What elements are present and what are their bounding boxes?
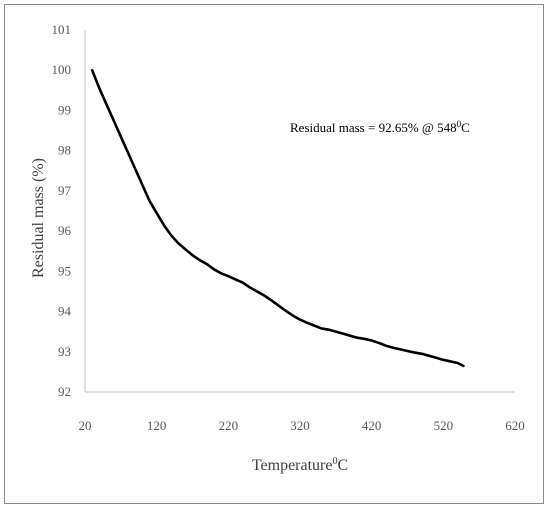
x-tick-label: 420 <box>362 418 382 433</box>
chart-frame <box>4 4 544 504</box>
x-tick-label: 620 <box>505 418 525 433</box>
x-tick-label: 20 <box>79 418 92 433</box>
y-tick-label: 100 <box>52 62 72 77</box>
x-tick-label: 520 <box>434 418 454 433</box>
x-axis-unit-c: C <box>337 457 348 474</box>
annotation-end: C <box>461 120 470 135</box>
y-axis-title: Residual mass (%) <box>30 158 47 278</box>
y-tick-label: 93 <box>58 344 71 359</box>
y-tick-label: 94 <box>58 304 72 319</box>
annotation-main: Residual mass = 92.65% @ 548 <box>290 120 457 135</box>
x-tick-label: 120 <box>147 418 167 433</box>
x-tick-label: 320 <box>290 418 310 433</box>
x-axis-title-text: Temperature <box>252 457 333 474</box>
x-tick-label: 220 <box>219 418 239 433</box>
y-tick-label: 92 <box>58 384 71 399</box>
y-tick-labels: 92 93 94 95 96 97 98 99 100 101 <box>52 22 72 399</box>
series-line <box>90 68 465 368</box>
annotation-sup: 0 <box>457 119 462 129</box>
y-tick-label: 95 <box>58 263 71 278</box>
y-tick-label: 97 <box>58 183 72 198</box>
y-tick-label: 98 <box>58 143 71 158</box>
y-tick-label: 96 <box>58 223 72 238</box>
x-tick-labels: 20 120 220 320 420 520 620 <box>79 418 525 433</box>
annotation: Residual mass = 92.65% @ 5480C <box>290 119 470 135</box>
y-tick-label: 101 <box>52 22 72 37</box>
x-axis-unit-sup: 0 <box>332 456 337 467</box>
x-axis-title: Temperature0C <box>252 456 348 474</box>
y-tick-label: 99 <box>58 102 71 117</box>
axes <box>84 30 515 393</box>
